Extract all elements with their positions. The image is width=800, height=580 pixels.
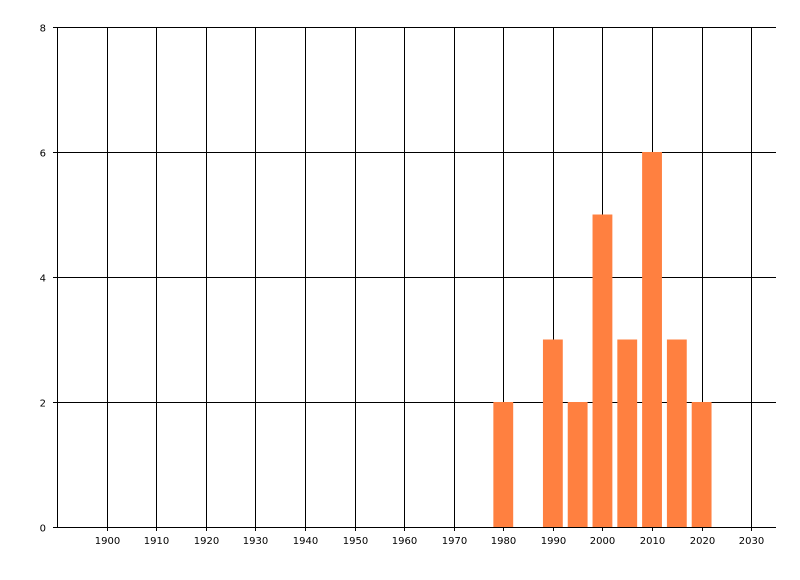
x-tick-label: 1920	[194, 536, 219, 547]
x-tick-label: 2010	[640, 536, 665, 547]
bar-1980	[493, 402, 514, 527]
x-tick-label: 1960	[392, 536, 417, 547]
bar-2005	[617, 339, 638, 527]
x-tick-label: 1910	[144, 536, 169, 547]
bar-2000	[592, 214, 613, 527]
bar-2015	[666, 339, 687, 527]
y-tick-label: 4	[40, 274, 46, 285]
x-tick-label: 1930	[243, 536, 268, 547]
y-tick-label: 8	[40, 24, 46, 35]
y-tick-label: 0	[40, 524, 46, 535]
bar-1995	[567, 402, 588, 527]
x-tick-label: 1950	[343, 536, 368, 547]
y-tick-label: 6	[40, 149, 46, 160]
x-tick-label: 1970	[442, 536, 467, 547]
bar-2010	[642, 152, 662, 527]
x-tick-label: 2000	[590, 536, 615, 547]
bar-2020	[691, 402, 712, 527]
x-tick-label: 2030	[739, 536, 764, 547]
bar-1990	[542, 339, 563, 527]
x-tick-label: 1940	[293, 536, 318, 547]
x-tick-label: 1990	[541, 536, 566, 547]
x-tick-label: 2020	[690, 536, 715, 547]
x-tick-label: 1980	[491, 536, 516, 547]
x-tick-label: 1900	[95, 536, 120, 547]
y-tick-label: 2	[40, 399, 46, 410]
